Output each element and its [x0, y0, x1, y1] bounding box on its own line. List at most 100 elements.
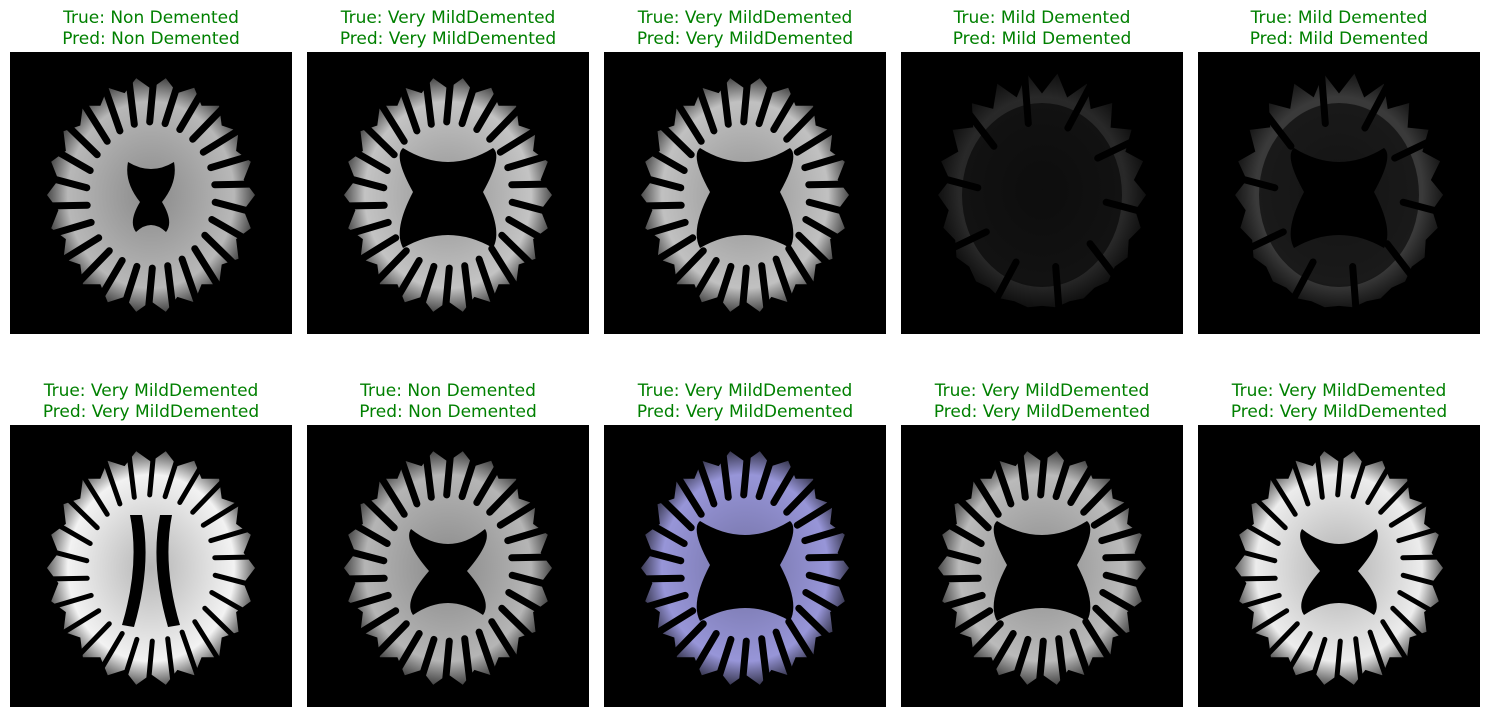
sulcus — [376, 99, 408, 145]
sulcus — [1231, 547, 1278, 564]
sulcus — [355, 607, 400, 637]
sulcus — [359, 493, 398, 532]
brain-tissue — [47, 451, 255, 685]
sulcus — [1067, 459, 1098, 506]
sulcus — [643, 145, 688, 174]
sulcus — [475, 255, 498, 307]
sulcus — [1236, 592, 1282, 610]
sulcus — [1353, 636, 1364, 689]
ventricle — [127, 162, 175, 232]
sulcus — [496, 499, 541, 529]
sulcus — [398, 456, 421, 508]
sulcus — [668, 247, 707, 287]
sulcus — [212, 572, 259, 589]
sulcus — [496, 126, 541, 156]
sulcus — [211, 198, 260, 217]
brain-mri-scan — [933, 72, 1151, 318]
mri-image — [307, 425, 589, 707]
mri-image — [10, 52, 292, 334]
sulcus — [1080, 476, 1119, 516]
sulcus — [1378, 477, 1415, 515]
sulcus — [486, 103, 525, 143]
sulcus — [146, 71, 158, 126]
sulcus — [1263, 621, 1300, 659]
sulcus — [992, 456, 1015, 508]
true-label: True: Non Demented — [63, 8, 239, 28]
sulcus — [392, 257, 423, 304]
sulcus — [785, 245, 817, 291]
sulcus — [1308, 636, 1328, 687]
sulcus — [209, 590, 252, 617]
sulcus — [635, 574, 685, 583]
brain-mri-scan — [635, 444, 855, 692]
sulcus — [58, 234, 103, 264]
sulcus — [189, 103, 228, 143]
sulcus — [938, 591, 986, 611]
true-label: True: Very MildDemented — [340, 8, 556, 28]
sulcus — [355, 234, 400, 264]
sulcus — [207, 152, 255, 172]
sulcus — [1350, 449, 1370, 500]
sulcus — [805, 571, 854, 590]
sulcus — [801, 152, 849, 172]
sulcus — [164, 262, 177, 317]
sulcus — [1365, 460, 1394, 505]
true-label: True: Very MildDemented — [1231, 381, 1447, 401]
ventricle — [696, 521, 794, 621]
sulcus — [1314, 447, 1325, 500]
sulcus — [783, 103, 822, 143]
sulcus — [144, 264, 156, 319]
sulcus — [102, 457, 123, 507]
sulcus — [126, 447, 137, 500]
sulcus — [161, 75, 183, 128]
sulcus — [42, 173, 91, 192]
sulcus — [793, 499, 838, 529]
sulcus — [201, 231, 240, 270]
brain-mri-scan — [635, 71, 855, 319]
mri-image — [10, 425, 292, 707]
sulcus — [770, 459, 801, 506]
sulcus — [416, 262, 438, 315]
sulcus — [177, 460, 206, 505]
sulcus — [1082, 618, 1114, 664]
pred-label: Pred: Non Demented — [62, 29, 240, 49]
prediction-panel: True: Very MildDemented Pred: Very MildDe… — [10, 381, 292, 707]
prediction-panel: True: Very MildDemented Pred: Very MildDe… — [1198, 381, 1480, 707]
mri-image — [1198, 52, 1480, 334]
sulcus — [656, 493, 695, 532]
sulcus — [1238, 519, 1281, 546]
true-label: True: Very MildDemented — [43, 381, 259, 401]
sulcus — [505, 216, 550, 245]
ventricle — [399, 148, 497, 248]
sulcus — [179, 629, 200, 679]
mri-image — [901, 425, 1183, 707]
sulcus — [656, 120, 695, 159]
sulcus — [505, 589, 550, 618]
sulcus — [62, 120, 101, 159]
sulcus — [461, 262, 474, 317]
sulcus — [443, 71, 455, 126]
sulcus — [202, 605, 239, 642]
sulcus — [1268, 473, 1298, 517]
sulcus — [458, 75, 480, 128]
sulcus — [498, 604, 537, 643]
brain-mri-scan — [338, 71, 558, 319]
ventricle — [409, 529, 487, 615]
sulcus — [59, 608, 102, 636]
sulcus — [192, 619, 222, 663]
sulcus — [147, 445, 157, 498]
sulcus — [508, 553, 558, 562]
sulcus — [643, 518, 688, 547]
sulcus — [344, 591, 392, 611]
sulcus — [190, 477, 227, 515]
sulcus — [441, 637, 453, 692]
pred-label: Pred: Very MildDemented — [42, 402, 260, 422]
sulcus — [1230, 575, 1278, 582]
sulcus — [652, 234, 697, 264]
sulcus — [719, 446, 732, 501]
sulcus — [801, 525, 849, 545]
sulcus — [392, 630, 423, 677]
sulcus — [740, 444, 752, 499]
sulcus — [371, 247, 410, 287]
sulcus — [740, 71, 752, 126]
